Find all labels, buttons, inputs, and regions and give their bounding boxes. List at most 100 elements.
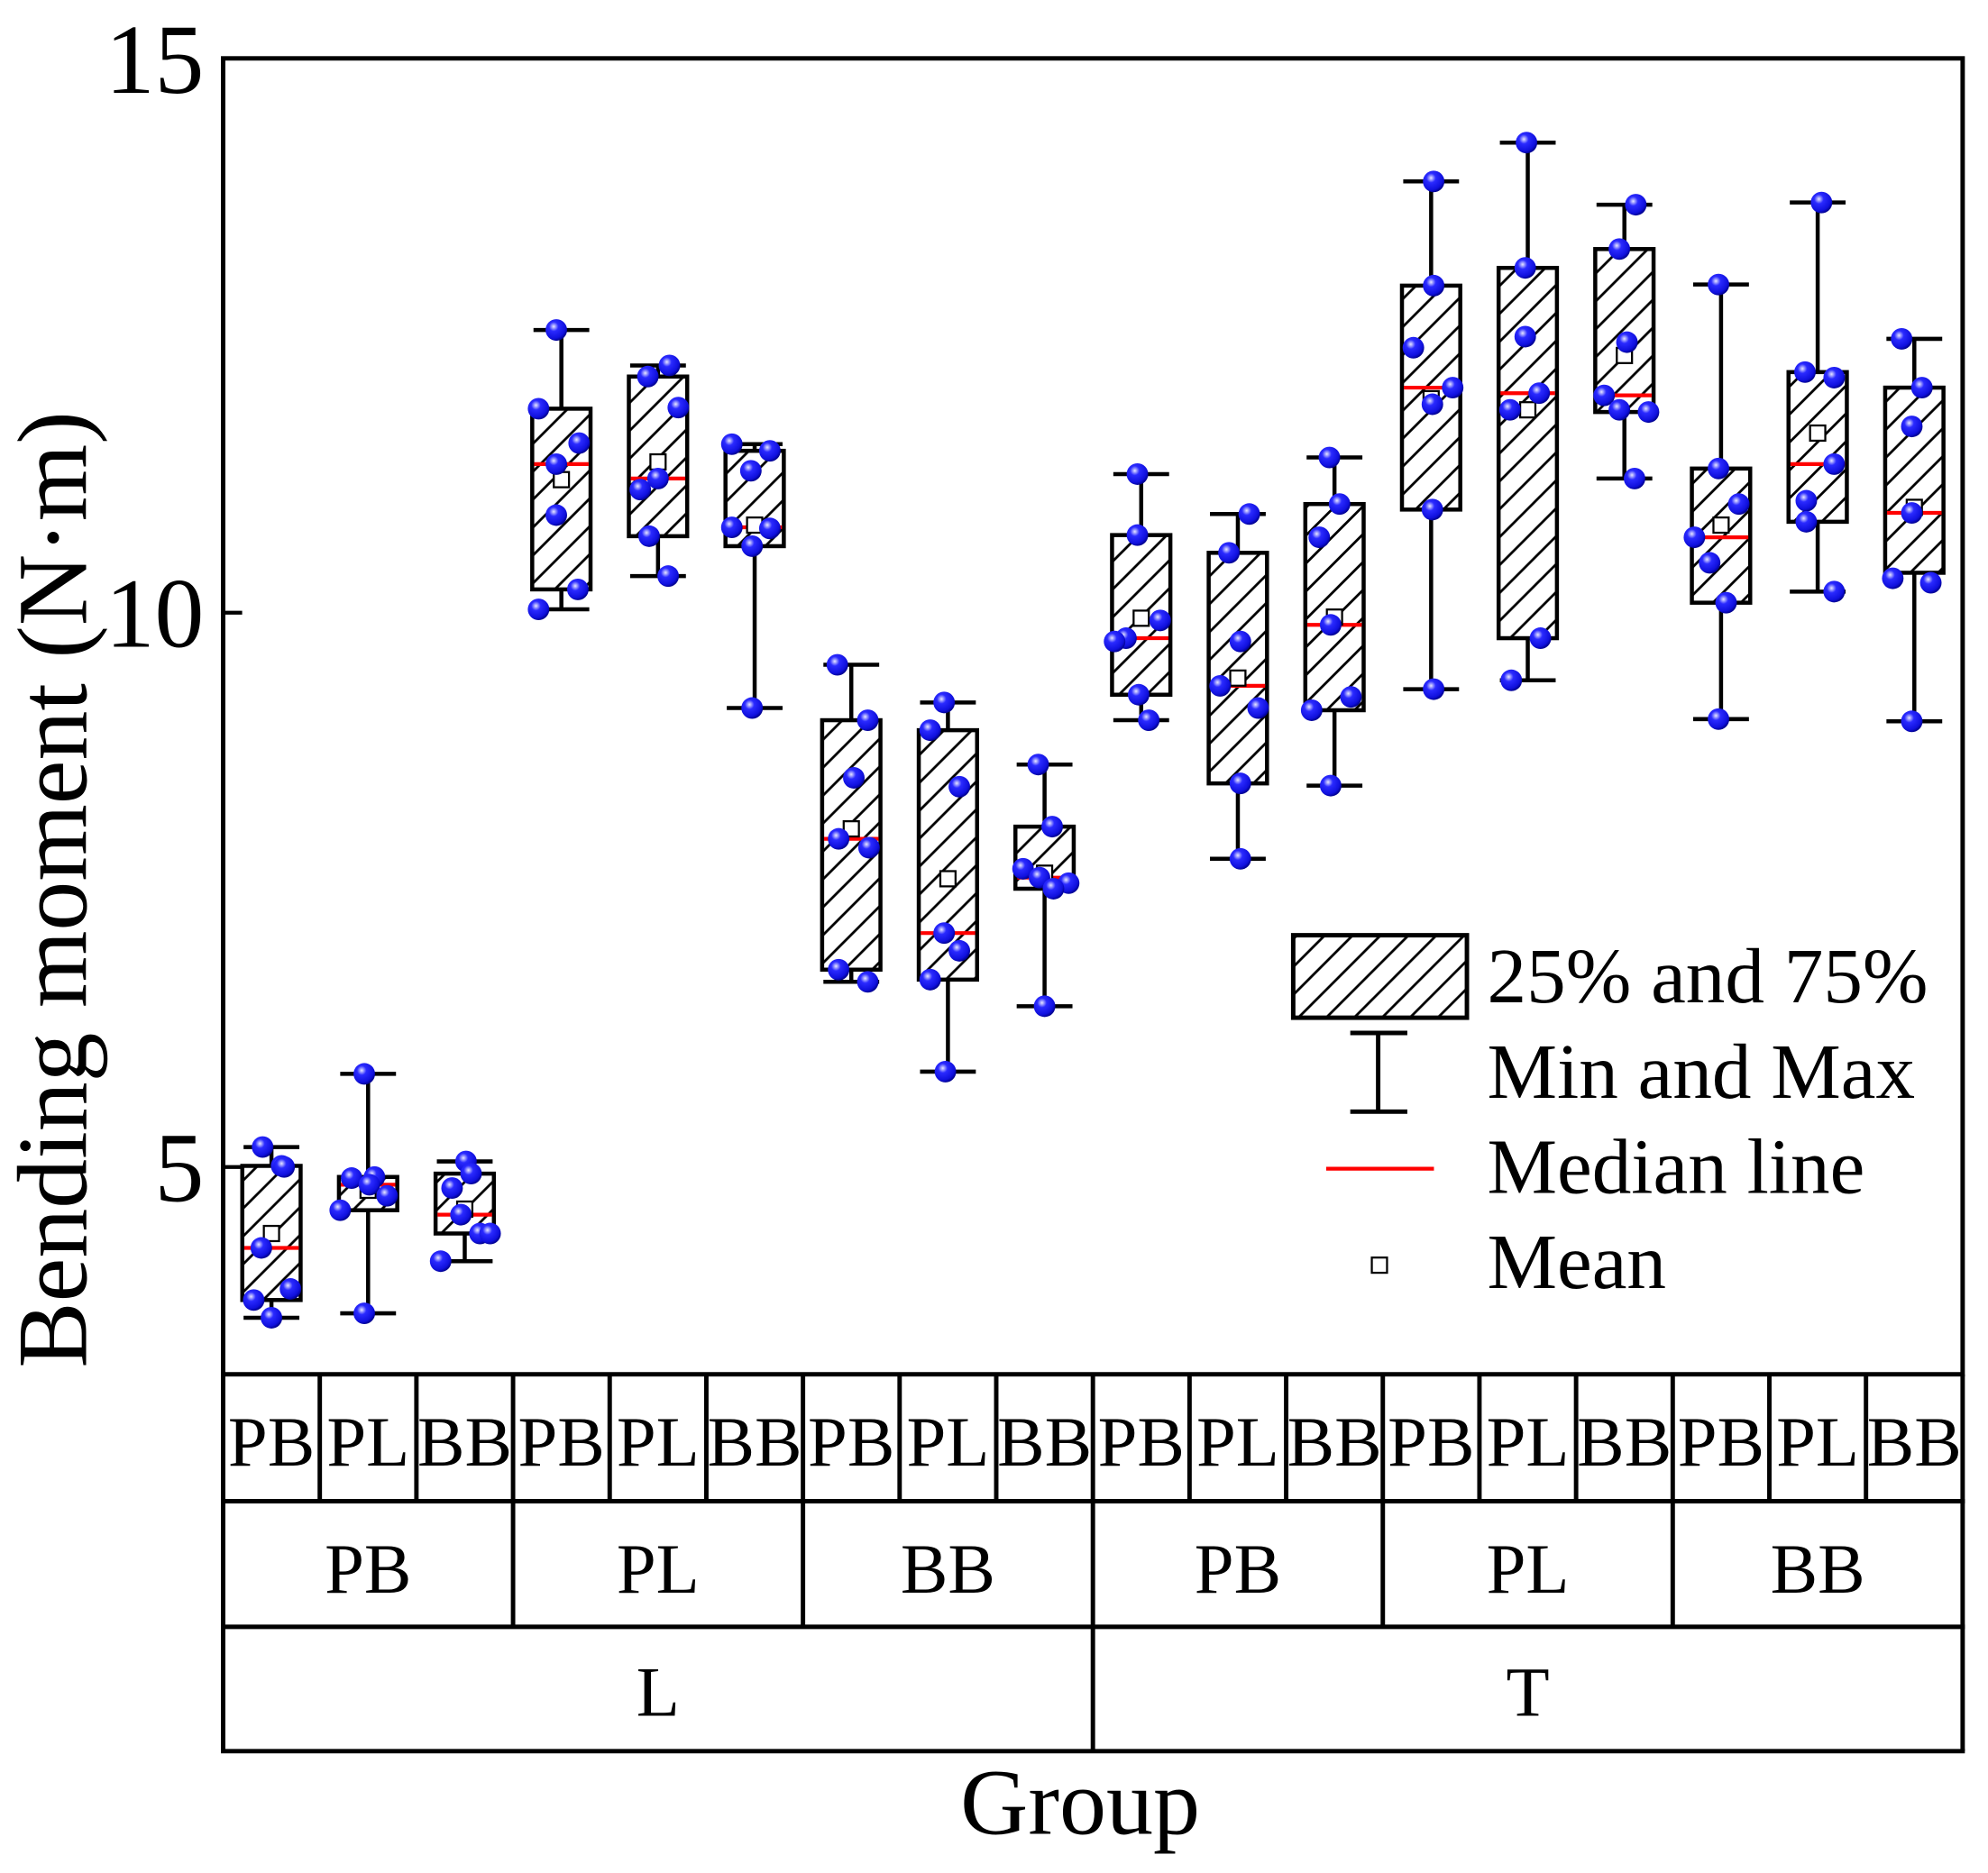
data-point	[1500, 669, 1523, 691]
mean-marker	[1809, 424, 1827, 443]
data-point	[1795, 510, 1818, 533]
data-point	[1033, 995, 1056, 1018]
data-point	[646, 467, 669, 489]
data-point	[1593, 384, 1616, 407]
data-point	[857, 709, 879, 732]
points-box-9	[1012, 754, 1080, 1018]
data-point	[358, 1174, 380, 1196]
data-point	[1616, 331, 1638, 353]
data-point	[568, 432, 591, 454]
data-point	[739, 460, 762, 482]
points-box-2	[329, 1063, 399, 1325]
data-point	[857, 971, 879, 993]
box-10	[1110, 471, 1173, 723]
data-point	[1218, 542, 1241, 564]
mean-marker	[1132, 609, 1150, 627]
data-point	[1308, 526, 1331, 549]
subgroup-label: PB	[808, 1403, 894, 1482]
data-point	[919, 968, 941, 991]
iqr-box	[1496, 265, 1560, 641]
data-point	[1882, 567, 1904, 589]
data-point	[273, 1156, 296, 1178]
data-point	[1423, 678, 1445, 700]
group-label: BB	[1771, 1530, 1865, 1609]
data-point	[460, 1163, 482, 1185]
data-point	[1514, 325, 1536, 348]
data-point	[638, 525, 660, 547]
data-point	[720, 433, 743, 455]
data-point	[1423, 170, 1445, 193]
data-point	[279, 1278, 302, 1300]
data-point	[758, 440, 781, 462]
data-point	[1209, 674, 1232, 697]
data-point	[1319, 774, 1342, 797]
legend-box-swatch	[1290, 933, 1470, 1020]
y-tick-label: 5	[155, 1113, 205, 1223]
points-layer	[243, 132, 1942, 1329]
data-point	[329, 1199, 352, 1221]
data-point	[1149, 609, 1171, 632]
category-label: L	[637, 1653, 680, 1731]
legend-whisker-label: Min and Max	[1488, 1028, 1916, 1115]
data-point	[545, 319, 567, 342]
data-point	[1823, 367, 1846, 388]
mean-marker	[262, 1224, 280, 1243]
data-point	[857, 836, 880, 859]
data-point	[1727, 493, 1750, 516]
points-box-8	[919, 691, 971, 1083]
data-point	[1042, 878, 1065, 900]
data-point	[1402, 336, 1425, 359]
data-point	[629, 479, 652, 501]
data-point	[828, 958, 850, 981]
data-point	[1823, 580, 1846, 603]
points-box-1	[243, 1136, 302, 1329]
subgroup-label: PL	[326, 1403, 409, 1482]
data-point	[1442, 377, 1464, 399]
points-box-10	[1104, 463, 1171, 732]
subgroup-label: PB	[1388, 1403, 1474, 1482]
category-label: T	[1506, 1653, 1549, 1731]
y-tick-label: 15	[105, 5, 205, 114]
subgroup-label: PB	[1098, 1403, 1185, 1482]
subgroup-label: PL	[617, 1403, 700, 1482]
points-box-13	[1402, 170, 1464, 700]
subgroup-label: PL	[1487, 1403, 1570, 1482]
data-point	[1810, 191, 1833, 214]
data-point	[1708, 273, 1730, 296]
subgroup-label: PB	[518, 1403, 604, 1482]
data-point	[1528, 382, 1551, 405]
group-label: PB	[1195, 1530, 1281, 1609]
legend-whisker-swatch	[1350, 1030, 1407, 1114]
data-point	[1012, 857, 1034, 880]
subgroup-label: PB	[1678, 1403, 1764, 1482]
points-box-16	[1683, 273, 1750, 730]
data-point	[1516, 132, 1538, 154]
data-point	[1423, 274, 1445, 297]
iqr-box	[1206, 551, 1269, 786]
iqr-box	[1883, 385, 1946, 575]
data-point	[1919, 571, 1942, 594]
data-point	[934, 1060, 957, 1083]
data-point	[1340, 686, 1362, 708]
subgroup-label: PL	[1776, 1403, 1859, 1482]
data-point	[1625, 194, 1647, 216]
data-point	[828, 827, 850, 850]
data-point	[758, 517, 781, 540]
data-point	[479, 1222, 501, 1245]
data-point	[1901, 710, 1923, 733]
data-point	[243, 1289, 265, 1311]
legend-median-label: Median line	[1488, 1122, 1865, 1210]
data-point	[1910, 377, 1933, 399]
iqr-box	[1303, 501, 1366, 713]
subgroup-label: BB	[708, 1403, 802, 1482]
data-point	[1229, 772, 1251, 795]
points-box-3	[429, 1150, 501, 1273]
data-point	[1318, 446, 1341, 469]
points-box-4	[527, 319, 591, 621]
points-box-18	[1882, 327, 1942, 733]
data-point	[919, 719, 941, 742]
data-point	[1421, 393, 1443, 416]
data-point	[341, 1167, 362, 1189]
